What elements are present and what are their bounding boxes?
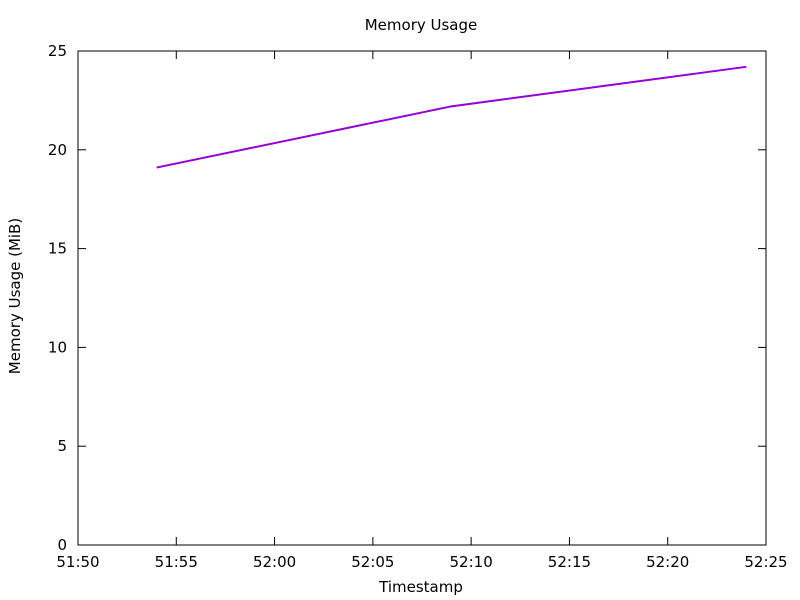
x-tick-label: 52:10 — [450, 553, 493, 571]
series-layer — [156, 65, 747, 169]
y-tick-label: 10 — [48, 338, 67, 356]
x-axis-label: Timestamp — [378, 578, 463, 596]
x-axis: 51:50 51:55 52:00 52:05 52:10 52:15 52:20 52:25 — [56, 51, 788, 571]
x-tick-label: 51:55 — [155, 553, 198, 571]
x-tick-label: 52:20 — [646, 553, 689, 571]
y-axis: 0 5 10 15 20 25 — [48, 42, 766, 554]
y-tick-label: 20 — [48, 141, 67, 159]
y-axis-label: Memory Usage (MiB) — [6, 218, 24, 374]
plot-area — [77, 50, 767, 546]
series-line-0 — [156, 65, 747, 169]
x-tick-label: 52:25 — [744, 553, 787, 571]
chart-title: Memory Usage — [365, 16, 478, 34]
y-tick-label: 0 — [57, 536, 67, 554]
plot-border — [77, 50, 767, 546]
x-tick-label: 51:50 — [56, 553, 99, 571]
x-tick-label: 52:05 — [351, 553, 394, 571]
x-tick-label: 52:00 — [253, 553, 296, 571]
x-tick-label: 52:15 — [548, 553, 591, 571]
y-tick-label: 5 — [57, 437, 67, 455]
y-tick-label: 25 — [48, 42, 67, 60]
y-tick-label: 15 — [48, 240, 67, 258]
